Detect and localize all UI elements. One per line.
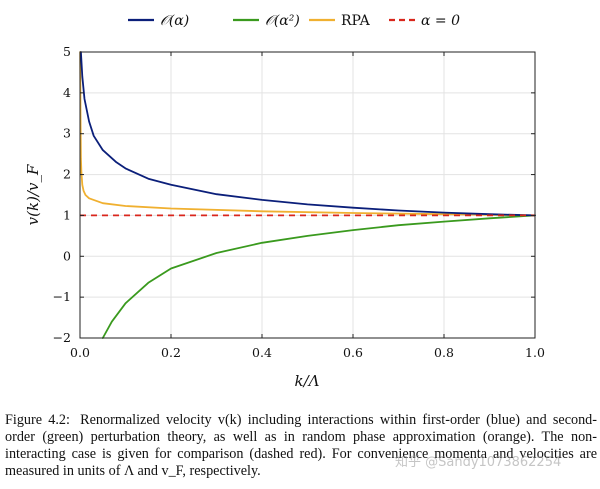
grid — [80, 52, 535, 338]
caption-label: Figure 4.2: — [5, 412, 70, 428]
ticks: 0.0 0.2 0.4 0.6 0.8 1.0 −2 −1 0 1 2 3 4 5 — [53, 44, 545, 360]
series-line-1 — [101, 214, 536, 339]
x-tick-label: 0.2 — [161, 345, 181, 360]
y-tick-label: 4 — [63, 85, 71, 100]
y-tick-label: 1 — [63, 207, 71, 222]
x-tick-label: 1.0 — [525, 345, 545, 360]
y-tick-label: 3 — [63, 126, 71, 141]
caption-text: Renormalized velocity v(k) including int… — [5, 412, 598, 479]
x-tick-label: 0.0 — [70, 345, 90, 360]
x-axis-label: k/Λ — [295, 372, 320, 390]
legend: 𝒪(α) 𝒪(α²) RPA α = 0 — [128, 13, 460, 29]
series-group — [79, 51, 536, 339]
y-tick-label: 0 — [63, 248, 71, 263]
x-tick-label: 0.8 — [434, 345, 454, 360]
y-tick-label: −1 — [53, 289, 71, 304]
series-line-0 — [80, 51, 536, 217]
chart: 𝒪(α) 𝒪(α²) RPA α = 0 0.0 0.2 0.4 0.6 0.8 1.0 −2 −1… — [24, 13, 545, 390]
legend-label: RPA — [341, 13, 371, 29]
series-line-2 — [79, 51, 536, 217]
y-axis-label: v(k)/v_F — [24, 164, 42, 225]
legend-label: α = 0 — [421, 13, 460, 29]
x-tick-label: 0.4 — [252, 345, 272, 360]
y-tick-label: 5 — [63, 44, 71, 59]
y-tick-label: −2 — [53, 330, 71, 345]
plot-frame — [79, 51, 536, 339]
y-tick-label: 2 — [63, 167, 71, 182]
figure-caption: Figure 4.2: Renormalized velocity v(k) i… — [5, 412, 597, 480]
x-tick-label: 0.6 — [343, 345, 363, 360]
legend-label: 𝒪(α) — [160, 13, 189, 29]
legend-label: 𝒪(α²) — [265, 13, 300, 29]
